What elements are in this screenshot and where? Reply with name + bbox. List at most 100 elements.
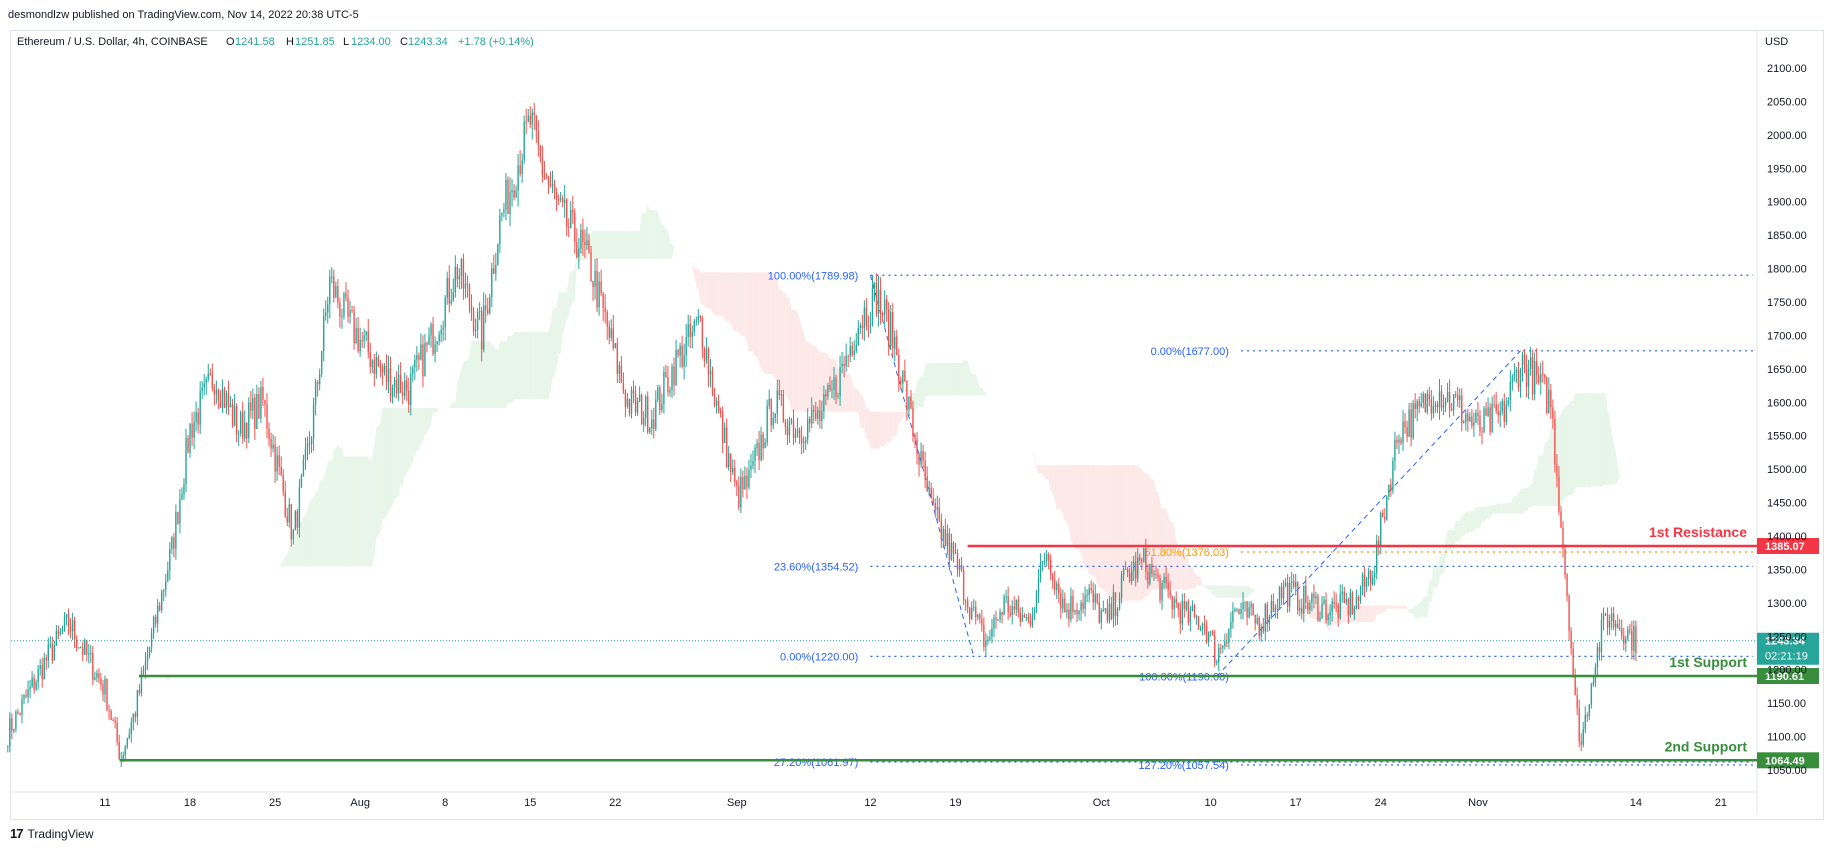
candle-body [1479, 416, 1481, 432]
level-price-tag [1757, 752, 1819, 769]
candle-body [193, 421, 195, 438]
cloud-segment [467, 357, 470, 408]
candle-body [134, 713, 137, 717]
cloud-segment [451, 402, 454, 408]
cloud-segment [888, 411, 891, 443]
symbol-title: Ethereum / U.S. Dollar, 4h, COINBASE [17, 36, 208, 48]
candle-body [638, 394, 641, 402]
candle-body [675, 350, 677, 386]
candle-body [140, 673, 143, 694]
candle-body [397, 374, 400, 394]
cloud-segment [1374, 605, 1377, 622]
candle-body [1102, 609, 1105, 611]
candle-body [545, 177, 548, 179]
candle-body [875, 283, 878, 315]
candle-body [630, 389, 633, 414]
candle-body [1548, 389, 1550, 414]
cloud-segment [943, 363, 946, 396]
close-value: 1243.34 [408, 36, 448, 48]
cloud-segment [1313, 605, 1316, 620]
candle-body [653, 419, 655, 429]
candle-body [1005, 596, 1007, 598]
candle-body [1082, 602, 1084, 609]
candle-body [262, 387, 264, 400]
cloud-segment [1380, 605, 1383, 614]
candle-body [1487, 407, 1489, 416]
candle-body [541, 157, 544, 176]
candle-body [1337, 604, 1339, 619]
candle-body [96, 673, 98, 678]
candle-body [1590, 684, 1593, 705]
cloud-segment [769, 272, 772, 374]
candle-body [748, 469, 750, 488]
candle-body [1112, 592, 1115, 619]
y-tick-label: 2050.00 [1767, 96, 1807, 108]
cloud-segment [487, 340, 490, 408]
cloud-segment [947, 363, 950, 396]
candle-body [1363, 574, 1366, 587]
candle-body [1446, 392, 1449, 402]
candle-body [877, 289, 880, 315]
candle-body [217, 389, 220, 401]
cloud-segment [455, 381, 458, 408]
cloud-segment [894, 411, 897, 436]
candle-body [802, 442, 805, 444]
cloud-segment [1579, 393, 1582, 488]
change-value: +1.78 (+0.14%) [458, 36, 534, 48]
candle-body [823, 393, 825, 412]
cloud-segment [941, 363, 944, 396]
candle-body [1070, 595, 1072, 620]
candle-body [598, 281, 600, 308]
candle-body [211, 374, 214, 389]
cloud-segment [388, 407, 391, 512]
cloud-segment [1074, 465, 1077, 550]
candle-body [813, 409, 815, 412]
cloud-segment [295, 533, 298, 567]
candle-body [29, 686, 31, 690]
candle-body [327, 304, 329, 313]
candle-body [744, 475, 746, 490]
candle-body [274, 444, 276, 472]
candle-body [1367, 571, 1370, 579]
cloud-segment [1360, 605, 1363, 623]
candle-body [1001, 611, 1003, 616]
candle-body [1503, 401, 1505, 422]
cloud-segment [969, 368, 972, 396]
candle-body [719, 410, 722, 414]
candle-body [1060, 593, 1062, 609]
footer-branding[interactable]: 17 TradingView [10, 826, 94, 841]
cloud-segment [1184, 549, 1187, 590]
candle-body [505, 179, 507, 210]
cloud-segment [1603, 393, 1606, 485]
cloud-segment [1222, 585, 1225, 598]
candle-body [1003, 596, 1005, 616]
cloud-segment [858, 389, 861, 428]
y-tick-label: 1550.00 [1767, 431, 1807, 443]
cloud-segment [811, 345, 814, 412]
candle-body [401, 392, 404, 396]
cloud-segment [720, 272, 723, 316]
candle-body [1072, 595, 1074, 612]
cloud-segment [939, 363, 942, 396]
cloud-segment [1526, 487, 1529, 512]
candle-body [687, 324, 689, 337]
cloud-segment [1166, 509, 1169, 590]
symbol-legend[interactable]: Ethereum / U.S. Dollar, 4h, COINBASE O 1… [17, 36, 534, 48]
cloud-segment [408, 407, 411, 470]
cloud-segment [1196, 575, 1199, 586]
candle-body [1371, 577, 1374, 585]
cloud-segment [1198, 577, 1201, 586]
candle-body [1452, 394, 1455, 411]
cloud-segment [497, 341, 500, 408]
candle-body [887, 309, 890, 347]
candle-body [1588, 704, 1591, 717]
cloud-segment [680, 259, 683, 264]
cloud-segment [1528, 484, 1531, 508]
candle-body [900, 379, 902, 384]
candle-body [1216, 661, 1218, 663]
cloud-segment [1479, 507, 1482, 528]
cloud-segment [1042, 465, 1045, 479]
cloud-segment [524, 332, 527, 400]
cloud-segment [1052, 465, 1055, 501]
